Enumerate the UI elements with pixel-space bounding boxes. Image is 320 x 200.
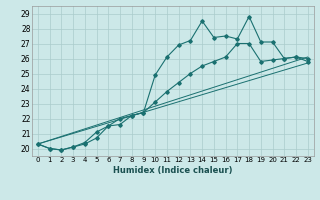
X-axis label: Humidex (Indice chaleur): Humidex (Indice chaleur)	[113, 166, 233, 175]
